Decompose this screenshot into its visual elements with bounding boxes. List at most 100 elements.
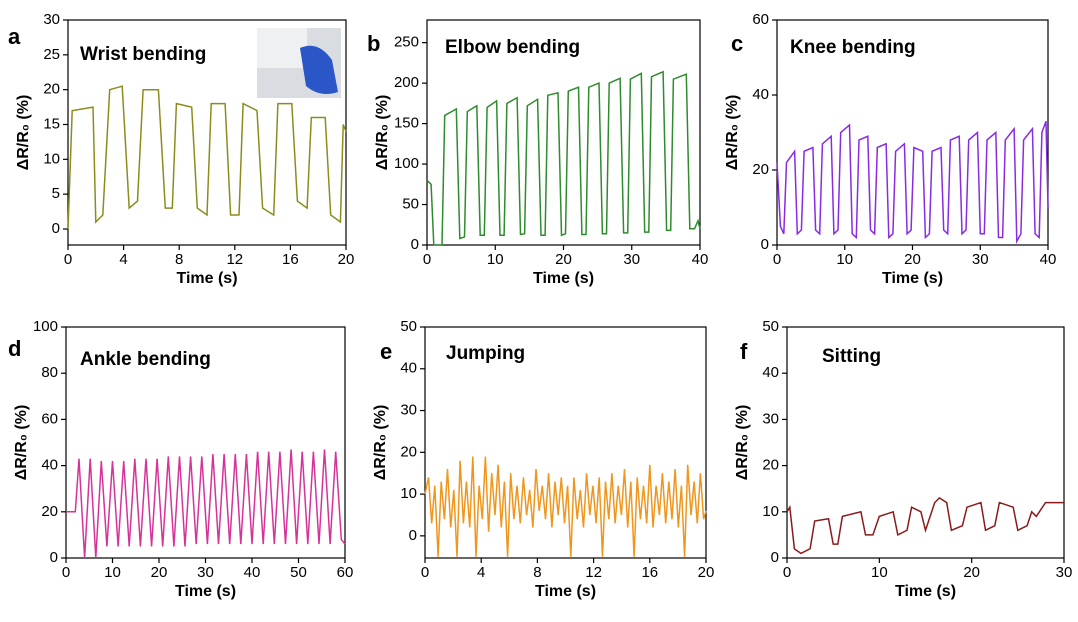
x-tick-label: 40: [244, 564, 261, 581]
y-tick-label: 40: [41, 457, 58, 474]
data-line: [786, 496, 1064, 555]
x-tick-label: 40: [692, 251, 709, 268]
y-tick-label: 5: [52, 185, 60, 202]
y-tick-label: 0: [50, 549, 58, 566]
y-axis-label: ΔR/R₀ (%): [13, 405, 30, 481]
x-tick-label: 8: [175, 251, 183, 268]
x-tick-label: 30: [972, 251, 989, 268]
x-tick-label: 10: [104, 564, 121, 581]
data-line: [776, 120, 1049, 245]
y-tick-label: 60: [752, 11, 769, 28]
x-tick-label: 16: [282, 251, 299, 268]
plot-frame: [424, 326, 707, 559]
y-axis-label: ΔR/R₀ (%): [734, 405, 751, 481]
panel-label: d: [8, 336, 21, 361]
y-tick-label: 0: [409, 527, 417, 544]
x-tick-label: 20: [963, 564, 980, 581]
x-tick-label: 10: [836, 251, 853, 268]
x-tick-label: 4: [477, 564, 485, 581]
y-tick-label: 0: [52, 220, 60, 237]
data-line: [66, 449, 346, 559]
x-tick-label: 10: [871, 564, 888, 581]
y-tick-label: 20: [752, 161, 769, 178]
x-tick-label: 0: [773, 251, 781, 268]
x-tick-label: 40: [1040, 251, 1057, 268]
y-tick-label: 20: [762, 457, 779, 474]
panel-title: Jumping: [446, 343, 525, 364]
x-tick-label: 10: [487, 251, 504, 268]
x-tick-label: 16: [641, 564, 658, 581]
y-tick-label: 10: [43, 150, 60, 167]
y-tick-label: 100: [33, 318, 58, 335]
y-tick-label: 40: [400, 360, 417, 377]
x-axis-label: Time (s): [176, 270, 237, 287]
y-tick-label: 200: [394, 74, 419, 91]
x-tick-label: 20: [904, 251, 921, 268]
x-tick-label: 0: [783, 564, 791, 581]
data-line: [424, 456, 707, 557]
x-tick-label: 8: [533, 564, 541, 581]
x-tick-label: 12: [585, 564, 602, 581]
x-tick-label: 0: [423, 251, 431, 268]
x-tick-label: 20: [555, 251, 572, 268]
y-tick-label: 40: [752, 86, 769, 103]
x-axis-label: Time (s): [175, 583, 236, 600]
x-axis-label: Time (s): [895, 583, 956, 600]
y-tick-label: 150: [394, 115, 419, 132]
y-tick-label: 0: [761, 236, 769, 253]
x-tick-label: 30: [1056, 564, 1073, 581]
panel-title: Ankle bending: [80, 349, 211, 370]
y-tick-label: 50: [400, 318, 417, 335]
y-tick-label: 30: [762, 410, 779, 427]
y-tick-label: 20: [400, 443, 417, 460]
y-tick-label: 50: [402, 196, 419, 213]
x-tick-label: 12: [226, 251, 243, 268]
y-tick-label: 50: [762, 318, 779, 335]
panel-label: a: [8, 24, 21, 49]
x-tick-label: 30: [623, 251, 640, 268]
y-axis-label: ΔR/R₀ (%): [372, 405, 389, 481]
y-tick-label: 20: [41, 503, 58, 520]
panel-label: c: [731, 31, 743, 56]
y-tick-label: 40: [762, 364, 779, 381]
x-tick-label: 20: [151, 564, 168, 581]
inset-photo: [257, 28, 341, 98]
x-axis-label: Time (s): [533, 270, 594, 287]
panel-label: f: [740, 339, 748, 364]
x-tick-label: 20: [698, 564, 715, 581]
x-tick-label: 60: [337, 564, 354, 581]
panel-title: Wrist bending: [80, 44, 206, 65]
y-tick-label: 30: [43, 11, 60, 28]
panel-title: Sitting: [822, 346, 881, 367]
x-tick-label: 0: [421, 564, 429, 581]
x-tick-label: 0: [62, 564, 70, 581]
x-tick-label: 0: [64, 251, 72, 268]
y-axis-label: ΔR/R₀ (%): [15, 95, 32, 171]
y-tick-label: 15: [43, 115, 60, 132]
data-line: [426, 70, 701, 246]
x-tick-label: 20: [338, 251, 355, 268]
y-tick-label: 0: [411, 236, 419, 253]
y-tick-label: 100: [394, 155, 419, 172]
y-tick-label: 25: [43, 46, 60, 63]
y-tick-label: 20: [43, 81, 60, 98]
plot-frame: [67, 19, 347, 246]
y-tick-label: 0: [771, 549, 779, 566]
x-axis-label: Time (s): [535, 583, 596, 600]
panel-label: b: [367, 31, 380, 56]
x-tick-label: 50: [290, 564, 307, 581]
panel-title: Knee bending: [790, 37, 916, 58]
y-axis-label: ΔR/R₀ (%): [724, 95, 741, 171]
y-tick-label: 250: [394, 34, 419, 51]
x-tick-label: 30: [197, 564, 214, 581]
y-axis-label: ΔR/R₀ (%): [374, 95, 391, 171]
y-tick-label: 10: [762, 503, 779, 520]
y-tick-label: 10: [400, 485, 417, 502]
x-tick-label: 4: [119, 251, 127, 268]
y-tick-label: 80: [41, 364, 58, 381]
data-line: [67, 85, 347, 230]
panel-label: e: [380, 339, 392, 364]
y-tick-label: 60: [41, 410, 58, 427]
plot-frame: [786, 326, 1065, 559]
